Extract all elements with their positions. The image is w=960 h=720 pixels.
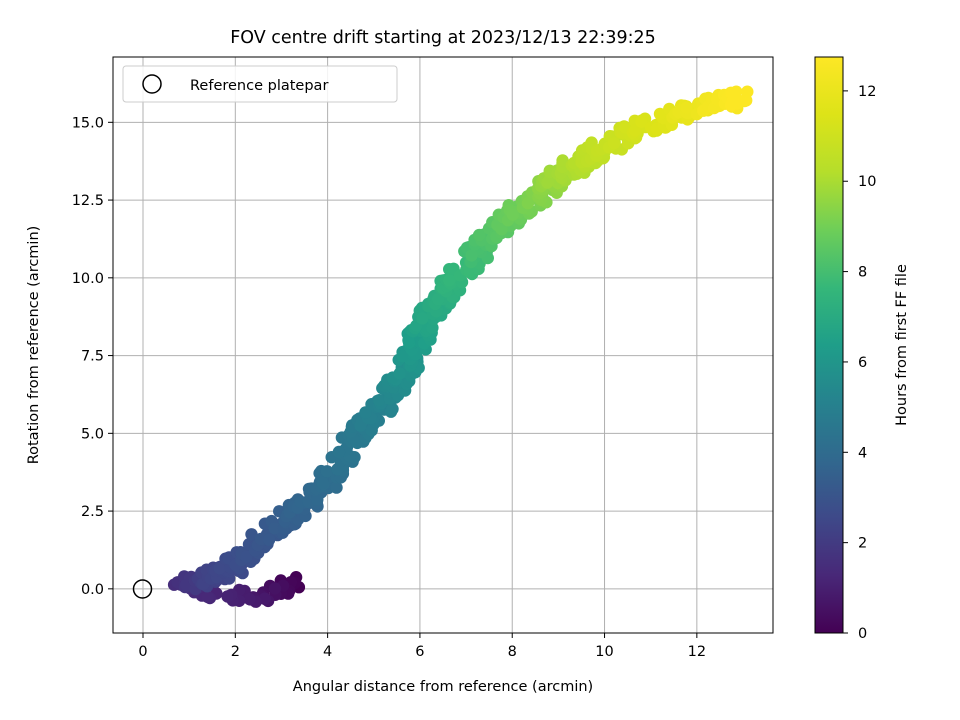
colorbar-label: Hours from first FF file	[894, 264, 910, 426]
colorbar-tick-label: 2	[858, 536, 867, 552]
x-tick-label: 12	[688, 644, 706, 660]
colorbar-tick-label: 6	[858, 355, 867, 371]
data-point	[262, 533, 276, 546]
data-point	[201, 590, 214, 604]
colorbar-tick-label: 4	[858, 445, 867, 461]
colorbar-tick-label: 12	[858, 84, 876, 100]
colorbar-tick-label: 0	[858, 626, 867, 642]
data-point	[245, 528, 258, 541]
y-axis-label: Rotation from reference (arcmin)	[26, 226, 42, 465]
data-point	[268, 582, 282, 595]
data-point	[506, 208, 519, 221]
data-point	[431, 292, 445, 306]
data-point	[741, 85, 754, 98]
data-point	[373, 394, 386, 407]
data-point	[240, 550, 253, 563]
x-tick-label: 4	[323, 644, 332, 660]
plot-frame	[112, 56, 774, 634]
data-point	[542, 174, 555, 188]
x-tick-label: 0	[138, 644, 147, 660]
legend-marker	[142, 74, 162, 94]
data-point	[607, 137, 621, 150]
legend-label: Reference platepar	[190, 78, 328, 94]
y-tick-label: 15.0	[72, 115, 104, 131]
data-point	[416, 312, 429, 325]
data-point	[653, 107, 667, 121]
y-tick-label: 10.0	[72, 271, 104, 287]
colorbar-tick-label: 10	[858, 174, 876, 190]
y-tick-label: 7.5	[81, 349, 104, 365]
colorbar	[814, 56, 844, 634]
x-tick-label: 6	[415, 644, 424, 660]
y-tick-label: 0.0	[81, 582, 104, 598]
data-point	[393, 367, 406, 380]
data-point	[443, 274, 456, 287]
data-point	[728, 87, 742, 100]
data-point	[396, 350, 409, 363]
chart-title: FOV centre drift starting at 2023/12/13 …	[230, 28, 656, 48]
data-point	[495, 223, 508, 236]
data-point	[635, 115, 648, 128]
legend-box	[122, 65, 398, 103]
data-point	[680, 101, 693, 115]
grid	[113, 57, 773, 633]
x-axis-ticks: 0 2 4 6 8 10 12	[138, 633, 706, 660]
data-points	[167, 85, 754, 608]
y-tick-label: 2.5	[81, 504, 104, 520]
data-point	[243, 592, 256, 606]
y-tick-label: 12.5	[72, 193, 104, 209]
data-point	[221, 590, 234, 603]
data-point	[213, 562, 226, 575]
data-point	[330, 481, 343, 494]
y-axis-ticks: 0.0 2.5 5.0 7.5 10.0 12.5 15.0	[72, 115, 113, 598]
data-point	[473, 228, 486, 242]
data-point	[521, 197, 535, 210]
data-point	[332, 445, 346, 459]
colorbar-ticks: 0 2 4 6 8 10 12	[843, 84, 876, 642]
x-tick-label: 8	[508, 644, 517, 660]
data-point	[320, 465, 334, 478]
data-point	[628, 124, 642, 137]
data-point	[386, 402, 399, 416]
reference-platepar-marker	[132, 579, 153, 599]
data-point	[268, 522, 281, 535]
data-point	[465, 249, 478, 262]
data-point	[316, 476, 329, 489]
x-tick-label: 10	[595, 644, 613, 660]
y-tick-label: 5.0	[81, 426, 104, 442]
x-axis-label: Angular distance from reference (arcmin)	[293, 679, 593, 695]
legend: Reference platepar	[122, 65, 398, 103]
data-point	[556, 154, 569, 167]
data-point	[311, 493, 324, 506]
x-tick-label: 2	[231, 644, 240, 660]
colorbar-tick-label: 8	[858, 265, 867, 281]
